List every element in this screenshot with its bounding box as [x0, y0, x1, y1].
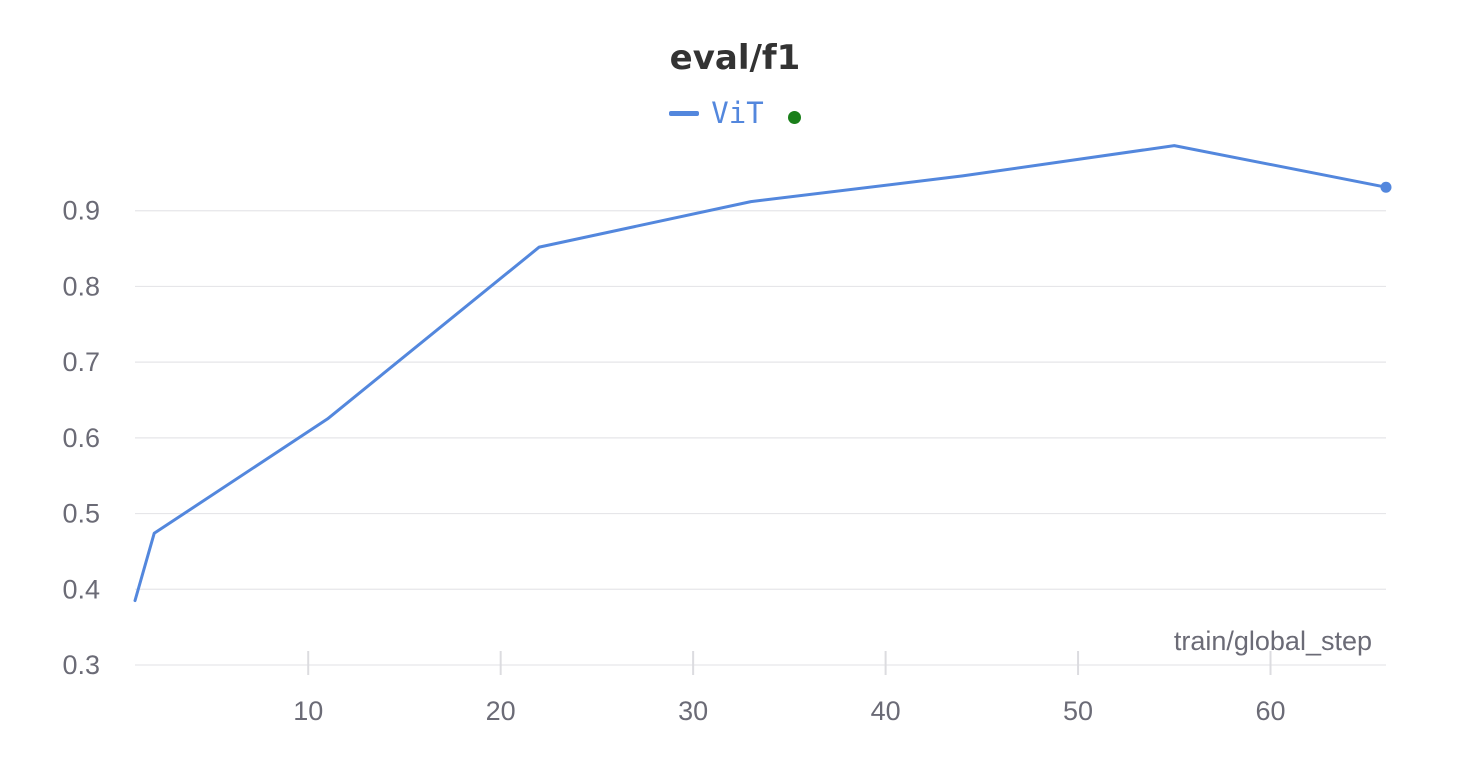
y-tick-label: 0.6	[62, 423, 100, 453]
grid-lines	[135, 210, 1386, 666]
chart-title: eval/f1	[669, 38, 801, 78]
legend: ViT	[0, 96, 1470, 130]
y-axis: 0.3 0.4 0.5 0.6 0.7 0.8 0.9	[62, 196, 100, 680]
y-tick-label: 0.5	[62, 499, 100, 529]
x-tick-label: 40	[871, 696, 901, 726]
x-tick-label: 20	[486, 696, 516, 726]
x-axis-label: train/global_step	[1174, 626, 1372, 656]
x-tick-label: 30	[678, 696, 708, 726]
y-tick-label: 0.7	[62, 347, 100, 377]
x-axis: 10 20 30 40 50 60	[293, 651, 1286, 726]
series-endpoint[interactable]	[1380, 181, 1392, 193]
run-status-dot-icon	[787, 110, 801, 124]
legend-label-vit[interactable]: ViT	[711, 96, 764, 130]
x-tick-label: 50	[1063, 696, 1093, 726]
y-tick-label: 0.3	[62, 650, 100, 680]
x-tick-label: 10	[293, 696, 323, 726]
legend-swatch	[669, 110, 700, 116]
series-layer	[133, 144, 1392, 603]
y-tick-label: 0.8	[62, 271, 100, 301]
x-tick-label: 60	[1255, 696, 1285, 726]
y-tick-label: 0.9	[62, 196, 100, 226]
y-tick-label: 0.4	[62, 574, 100, 604]
series-line-vit[interactable]	[133, 144, 1388, 603]
